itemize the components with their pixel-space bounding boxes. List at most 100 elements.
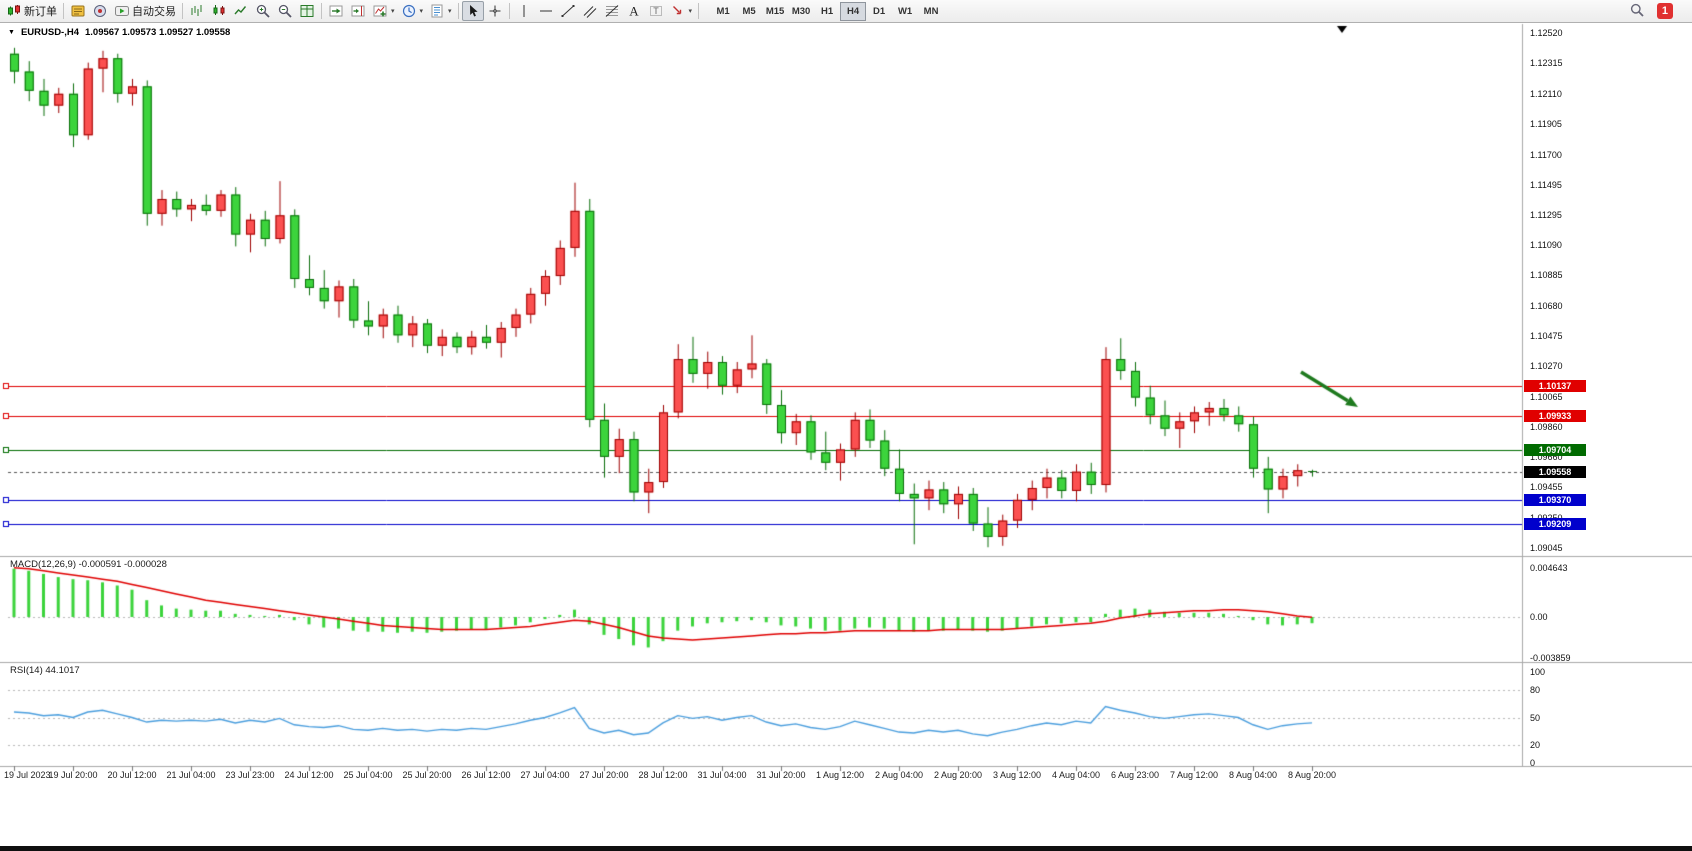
price-tag: 1.09704 — [1524, 444, 1586, 457]
price-axis-label: 1.10475 — [1530, 331, 1563, 342]
auto-scroll-icon — [328, 3, 344, 19]
date-label: 2 Aug 20:00 — [933, 770, 983, 780]
timeframe-button-m1[interactable]: M1 — [710, 2, 736, 21]
price-axis-label: 1.11090 — [1530, 239, 1562, 250]
search-icon — [1629, 2, 1645, 21]
market-watch-icon — [70, 3, 86, 19]
fibonacci-button[interactable] — [601, 1, 623, 21]
toolbar-separator — [508, 3, 510, 19]
price-tag: 1.10137 — [1524, 380, 1586, 393]
timeframe-button-m5[interactable]: M5 — [736, 2, 762, 21]
market-watch-button[interactable] — [67, 1, 89, 21]
price-axis-label: 1.12520 — [1530, 28, 1563, 38]
price-axis-label: 1.10680 — [1530, 300, 1563, 311]
zoom-in-button[interactable] — [252, 1, 274, 21]
trendline-icon — [560, 3, 576, 19]
timeframe-button-h1[interactable]: H1 — [814, 2, 840, 21]
line-chart-mode-button[interactable] — [230, 1, 252, 21]
date-label: 3 Aug 12:00 — [992, 770, 1042, 780]
chart-shift-button[interactable] — [347, 1, 369, 21]
indicators-button[interactable]: ▾ — [369, 1, 398, 21]
price-axis-label: 1.11700 — [1530, 149, 1562, 160]
new-order-icon — [6, 3, 22, 19]
cursor-button[interactable] — [461, 1, 484, 21]
new-order-button[interactable]: 新订单 — [3, 1, 60, 21]
crosshair-icon — [487, 3, 503, 19]
symbol-period-label: EURUSD-,H4 — [20, 27, 79, 38]
auto-scroll-button[interactable] — [325, 1, 347, 21]
text-label-button[interactable]: T — [645, 1, 667, 21]
date-label: 1 Aug 12:00 — [815, 770, 865, 780]
date-label: 8 Aug 20:00 — [1287, 770, 1337, 780]
navigator-button[interactable] — [89, 1, 111, 21]
trendline-button[interactable] — [557, 1, 579, 21]
price-axis-label: 1.11905 — [1530, 119, 1562, 130]
date-label: 25 Jul 20:00 — [402, 770, 452, 780]
timeframe-button-mn[interactable]: MN — [918, 2, 944, 21]
arrows-button[interactable]: ▾ — [667, 1, 696, 21]
ohlc-values: 1.09567 1.09573 1.09527 1.09558 — [85, 27, 231, 38]
price-tag: 1.09209 — [1524, 517, 1586, 530]
templates-button[interactable]: ▾ — [426, 1, 455, 21]
zoom-out-button[interactable] — [274, 1, 296, 21]
text-button[interactable]: A — [623, 1, 645, 21]
candles-chart-icon — [211, 3, 227, 19]
svg-text:A: A — [629, 4, 639, 19]
timeframe-button-m15[interactable]: M15 — [762, 2, 788, 21]
symbol-dropdown-icon[interactable]: ▼ — [8, 29, 15, 36]
toolbar-right: 1 — [1629, 2, 1673, 21]
crosshair-button[interactable] — [484, 1, 506, 21]
tile-windows-button[interactable] — [296, 1, 318, 21]
rsi-axis-label: 100 — [1530, 667, 1546, 677]
bar-chart-mode-button[interactable] — [186, 1, 208, 21]
timeframe-button-m30[interactable]: M30 — [788, 2, 814, 21]
svg-text:T: T — [653, 6, 659, 16]
price-axis-label: 1.11495 — [1530, 179, 1562, 190]
templates-icon — [429, 3, 445, 19]
price-tag: 1.09933 — [1524, 410, 1586, 423]
date-label: 23 Jul 23:00 — [225, 770, 275, 780]
toolbar: 新订单 自动交易 ▾ ▾ ▾ A T ▾ M1 M5 M15 M30 H1 H4 D1 W1 MN 1 — [0, 0, 1692, 23]
chart-shift-icon — [350, 3, 366, 19]
date-label: 25 Jul 04:00 — [343, 770, 393, 780]
channel-icon — [582, 3, 598, 19]
hline-icon — [538, 3, 554, 19]
arrows-icon — [670, 3, 686, 19]
macd-label: MACD(12,26,9) -0.000591 -0.000028 — [10, 559, 167, 570]
price-axis-label: 1.09045 — [1530, 543, 1563, 553]
notification-badge[interactable]: 1 — [1656, 3, 1673, 19]
date-label: 31 Jul 04:00 — [697, 770, 747, 780]
horizontal-line-button[interactable] — [535, 1, 557, 21]
timeframe-button-w1[interactable]: W1 — [892, 2, 918, 21]
timeframe-button-d1[interactable]: D1 — [866, 2, 892, 21]
date-label: 31 Jul 20:00 — [756, 770, 806, 780]
price-axis-label: 1.10065 — [1530, 391, 1563, 402]
macd-axis-label: 0.004643 — [1530, 563, 1568, 574]
equidistant-channel-button[interactable] — [579, 1, 601, 21]
toolbar-separator — [321, 3, 322, 19]
autotrading-button[interactable]: 自动交易 — [111, 1, 179, 21]
price-axis-label: 1.11295 — [1530, 209, 1562, 220]
search-button[interactable] — [1629, 2, 1645, 21]
date-label: 21 Jul 04:00 — [166, 770, 216, 780]
rsi-axis-label: 20 — [1530, 739, 1541, 750]
macd-axis-label: 0.00 — [1530, 612, 1548, 622]
candle-chart-mode-button[interactable] — [208, 1, 230, 21]
navigator-icon — [92, 3, 108, 19]
chevron-down-icon: ▾ — [688, 8, 693, 15]
date-label: 20 Jul 12:00 — [107, 770, 157, 780]
price-axis-label: 1.12315 — [1530, 58, 1563, 69]
vertical-line-button[interactable] — [513, 1, 535, 21]
cursor-icon — [465, 3, 481, 19]
timeframe-button-h4[interactable]: H4 — [840, 1, 867, 21]
chevron-down-icon: ▾ — [391, 8, 395, 15]
periods-button[interactable]: ▾ — [398, 1, 427, 21]
date-label: 28 Jul 12:00 — [638, 770, 688, 780]
current-price-tag: 1.09558 — [1524, 465, 1586, 478]
macd-axis-label: -0.003859 — [1530, 652, 1571, 663]
date-label: 6 Aug 23:00 — [1110, 770, 1160, 780]
toolbar-separator — [63, 3, 64, 19]
